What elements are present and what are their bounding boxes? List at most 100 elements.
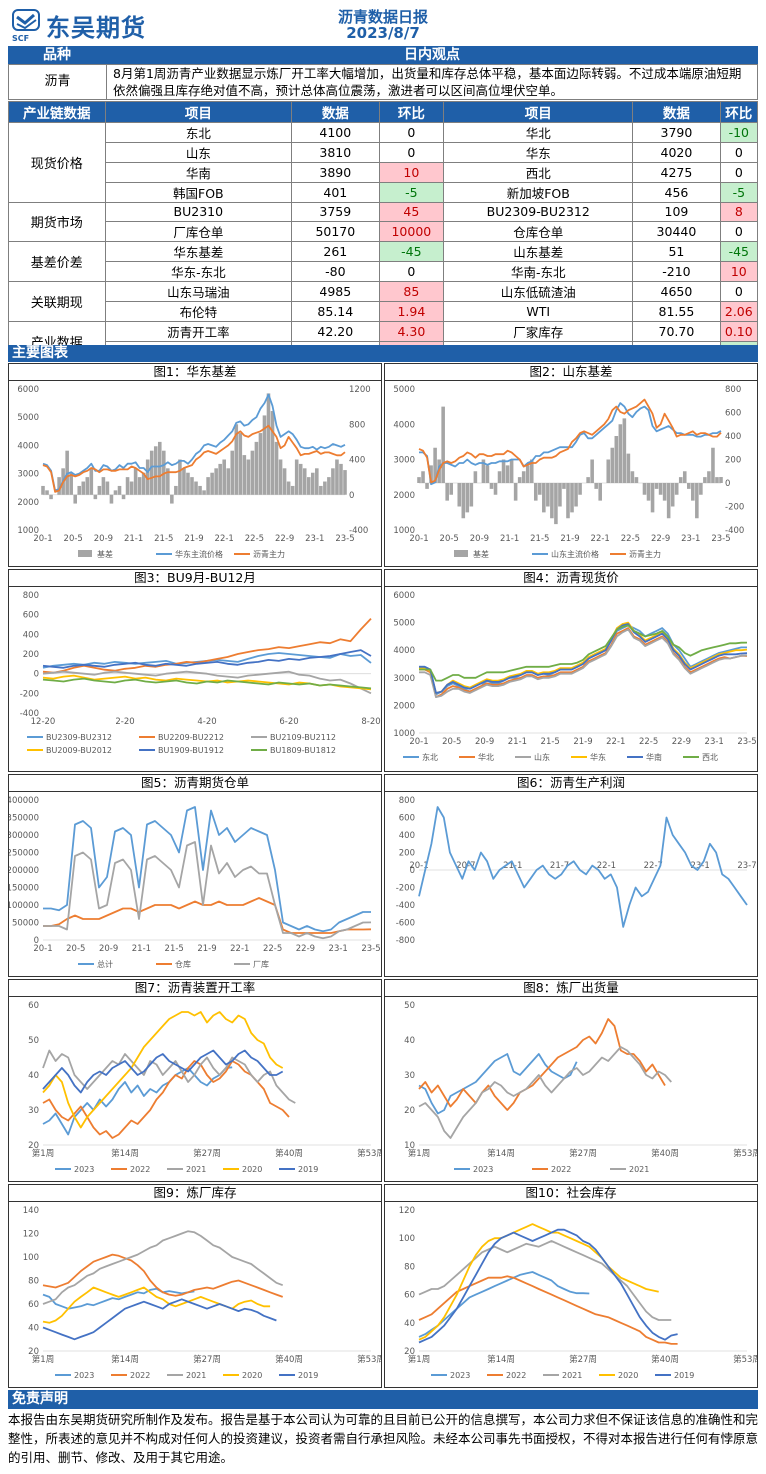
- x-tick-label: 23-1: [305, 534, 324, 544]
- basis-bar: [433, 447, 437, 483]
- basis-bar: [246, 459, 251, 495]
- basis-bar: [73, 494, 78, 504]
- series-line: [419, 621, 748, 694]
- basis-bar: [258, 433, 263, 495]
- basis-bar: [654, 483, 659, 489]
- basis-bar: [166, 468, 170, 495]
- series-line: [418, 1223, 659, 1341]
- value-cell: 3759: [291, 202, 380, 222]
- change-cell: 10: [719, 260, 759, 282]
- basis-bar: [554, 483, 558, 525]
- y-tick-label: 100: [23, 1253, 39, 1263]
- basis-bar: [525, 465, 530, 483]
- item-cell: 厂家库存: [443, 320, 634, 342]
- basis-bar: [186, 472, 190, 495]
- y-tick-label: 600: [23, 611, 39, 621]
- chart-plot: 1000 2000 3000 4000 5000 6000 -400 0 400 800 1200 2…: [17, 385, 370, 559]
- y-tick-label: 40: [404, 1319, 415, 1329]
- series-line: [419, 623, 748, 694]
- x-tick-label: 23-7: [737, 861, 756, 871]
- chart-7: 图7：沥青装置开工率2030405060第1周第14周第27周第40周第53周2…: [8, 979, 382, 1182]
- x-tick-label: 22-1: [606, 737, 625, 747]
- y-tick-label: 10: [404, 1141, 415, 1151]
- value-cell: 4650: [632, 280, 721, 302]
- legend-label: 2023: [450, 1371, 470, 1380]
- basis-bar: [618, 424, 623, 483]
- y-tick-label: 1000: [393, 526, 415, 536]
- legend-item: BU2009-BU2012: [27, 746, 112, 755]
- item-cell: 厂库仓单: [104, 220, 293, 242]
- basis-bar: [190, 477, 194, 495]
- chart-title: 图3：BU9月-BU12月: [9, 570, 381, 587]
- x-tick-label: 20-1: [409, 737, 428, 747]
- x-tick-label: 23-5: [711, 534, 730, 544]
- basis-bar: [417, 477, 421, 483]
- change-cell: 2.06: [719, 300, 759, 322]
- series-line: [42, 1230, 284, 1305]
- y-tick-label: 200: [399, 849, 415, 859]
- table-row: 厂库仓单 50170 10000 仓库仓单 30440 0: [9, 220, 759, 242]
- chart-2: 图2：山东基差 1000 2000 3000 4000 5000 -400 -200 0 200 4…: [384, 363, 758, 567]
- y-tick-label: 200000: [9, 866, 39, 876]
- series-line: [42, 424, 346, 493]
- y-tick-label: -400: [20, 709, 39, 719]
- change-cell: -5: [719, 182, 759, 203]
- series-line: [418, 1053, 578, 1115]
- disclaimer-text: 本报告由东吴期货研究所制作及发布。报告是基于本公司认为可靠的且目前已公开的信息撰…: [8, 1412, 759, 1465]
- legend-item: 2023: [431, 1371, 470, 1380]
- legend-item: 2022: [111, 1371, 150, 1380]
- report-header: 东吴期货 SCF 沥青数据日报 2023/8/7: [0, 0, 766, 46]
- x-tick-label: 第14周: [111, 1148, 139, 1159]
- chart-plot: 20 30 40 50 60 第1周 第14周 第27周 第40周 第53周 2023 2022 202…: [28, 1001, 381, 1174]
- chart-4: 图4：沥青现货价 1000 2000 3000 4000 5000 6000 20-1 20-5…: [384, 569, 758, 772]
- legend-label: 总计: [97, 959, 113, 969]
- basis-bar: [449, 483, 454, 495]
- basis-bar: [323, 481, 327, 495]
- legend-label: BU2109-BU2112: [270, 733, 336, 742]
- company-logo-icon: [12, 9, 40, 31]
- basis-bar: [497, 471, 502, 483]
- x-tick-label: 第27周: [569, 1148, 597, 1159]
- table-row: 基差价差 华东基差 261 -45 山东基差 51 -45: [8, 240, 759, 282]
- basis-bar: [85, 477, 90, 495]
- basis-bar: [210, 472, 214, 495]
- x-tick-label: 8-20: [361, 717, 380, 727]
- basis-bar: [222, 459, 226, 495]
- x-tick-label: 21-9: [573, 737, 592, 747]
- basis-bar: [250, 450, 255, 495]
- y-tick-label: 50: [404, 1001, 415, 1011]
- legend-label: 华南: [646, 752, 662, 762]
- basis-bar: [465, 483, 470, 513]
- x-tick-label: 第14周: [111, 1354, 139, 1365]
- series-line: [42, 670, 372, 695]
- item-cell: 山东低硫渣油: [443, 280, 634, 302]
- y-tick-label: 400: [23, 630, 39, 640]
- legend-item: 2019: [655, 1371, 694, 1380]
- y-tick-label: 0: [410, 866, 415, 876]
- view-text: 8月第1周沥青产业数据显示炼厂开工率大幅增加，出货量和库存总体平稳，基本面边际转…: [113, 66, 742, 98]
- series-line: [419, 628, 748, 698]
- x-tick-label: 23-1: [329, 944, 348, 954]
- legend-item: 西北: [683, 753, 718, 762]
- basis-bar: [493, 483, 498, 495]
- series-line: [419, 627, 748, 698]
- series-line: [42, 1253, 284, 1298]
- y-tick-label: 0: [34, 936, 39, 946]
- item-cell: BU2310: [104, 202, 293, 222]
- value-cell: 4020: [632, 142, 721, 163]
- y-tick-label: 100: [399, 1234, 415, 1244]
- basis-bar: [630, 471, 635, 483]
- basis-bar: [570, 483, 574, 513]
- change-cell: 0.10: [719, 320, 759, 342]
- series-line: [418, 806, 748, 928]
- basis-bar: [421, 471, 425, 483]
- basis-bar: [574, 483, 578, 507]
- y-tick-label: 50000: [12, 919, 39, 929]
- value-cell: 70.70: [632, 320, 721, 342]
- legend-item: BU2309-BU2312: [27, 733, 112, 742]
- legend-label: 2022: [506, 1371, 526, 1380]
- item-cell: 华东基差: [104, 240, 293, 262]
- chart-plot: 20 40 60 80 100 120 第1周 第14周 第27周 第40周 第53周 2023 202…: [399, 1206, 757, 1380]
- y-tick-label: -200: [396, 884, 415, 894]
- table-header-cell: 产业链数据: [8, 101, 106, 123]
